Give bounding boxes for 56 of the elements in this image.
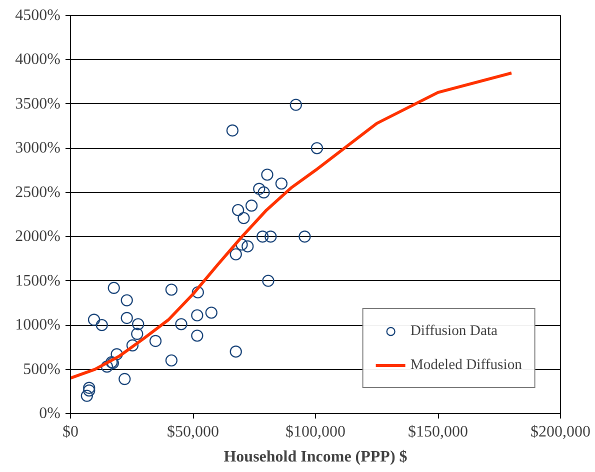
legend-label: Modeled Diffusion bbox=[410, 356, 522, 374]
point bbox=[205, 306, 218, 319]
point bbox=[256, 230, 269, 243]
point bbox=[226, 124, 239, 137]
point bbox=[232, 204, 244, 216]
x-tick-label: $0 bbox=[62, 424, 78, 440]
point bbox=[165, 284, 178, 296]
point bbox=[100, 360, 114, 373]
y-tick-label: 1000% bbox=[15, 316, 60, 334]
x-axis-title: Household Income (PPP) $ bbox=[224, 448, 408, 466]
point bbox=[120, 312, 133, 324]
point bbox=[88, 314, 100, 326]
point bbox=[262, 274, 274, 287]
point bbox=[253, 182, 266, 195]
point bbox=[230, 248, 242, 260]
point bbox=[258, 186, 270, 198]
y-tick-label: 0% bbox=[39, 405, 60, 422]
x-tick-label: $200,000 bbox=[530, 424, 590, 440]
x-tick-label: $50,000 bbox=[167, 424, 219, 440]
point bbox=[310, 142, 324, 154]
point bbox=[191, 330, 204, 342]
x-tick-label: $150,000 bbox=[408, 424, 468, 440]
point bbox=[83, 382, 96, 394]
point bbox=[245, 200, 258, 212]
legend-label: Diffusion Data bbox=[410, 322, 498, 340]
y-tick-label: 4000% bbox=[15, 51, 60, 68]
point bbox=[165, 354, 178, 367]
y-tick-label: 4500% bbox=[15, 7, 60, 24]
point bbox=[96, 318, 108, 332]
point bbox=[192, 286, 204, 298]
point bbox=[80, 390, 94, 402]
point bbox=[131, 328, 144, 340]
point bbox=[275, 177, 288, 190]
point bbox=[238, 212, 250, 224]
point bbox=[230, 346, 242, 358]
point bbox=[261, 168, 274, 181]
point bbox=[118, 372, 131, 386]
point bbox=[149, 334, 162, 348]
point bbox=[290, 98, 302, 111]
y-tick-label: 2000% bbox=[15, 228, 60, 246]
point bbox=[298, 230, 311, 243]
y-tick-label: 500% bbox=[23, 360, 60, 378]
x-tick-label: $100,000 bbox=[286, 424, 346, 440]
point bbox=[126, 339, 139, 352]
point bbox=[108, 282, 120, 294]
point bbox=[83, 384, 96, 397]
y-tick-label: 3500% bbox=[15, 95, 60, 112]
point bbox=[132, 318, 144, 330]
point bbox=[120, 294, 133, 306]
point bbox=[264, 230, 277, 243]
point bbox=[175, 318, 188, 330]
point bbox=[191, 309, 204, 322]
y-tick-label: 2500% bbox=[15, 184, 60, 201]
y-tick-label: 3000% bbox=[15, 140, 60, 157]
y-tick-label: 1500% bbox=[15, 272, 60, 290]
point bbox=[242, 240, 254, 252]
